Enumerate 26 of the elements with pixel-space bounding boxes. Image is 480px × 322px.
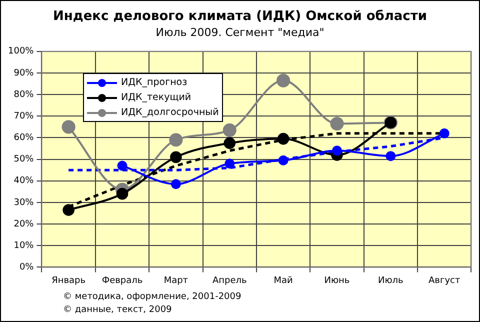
chart-subtitle: Июль 2009. Сегмент "медиа" [154,26,326,39]
x-tick-label: Февраль [102,276,143,286]
y-tick-label: 0% [19,262,34,273]
y-tick-label: 20% [14,219,34,230]
y-tick-label: 30% [14,198,34,208]
x-tick-label: Март [164,276,188,286]
x-tick-label: Июнь [324,276,350,286]
x-tick-label: Январь [52,276,86,286]
legend-label: ИДК_текущий [121,92,192,103]
x-tick-label: Июль [378,276,404,286]
x-tick-label: Август [428,276,460,286]
text: © методика, оформление, 2001-2009 [63,291,242,304]
x-tick-label: Май [274,276,294,286]
y-tick-label: 70% [14,111,34,122]
y-tick-label: 10% [14,240,34,251]
y-tick-label: 40% [14,176,34,186]
x-tick-label: Апрель [212,276,247,286]
text: © данные, текст, 2009 [63,304,173,317]
y-tick-label: 90% [14,68,34,78]
y-tick-label: 80% [14,90,34,100]
y-tick-label: 50% [14,154,34,165]
legend-label: ИДК_долгосрочный [121,107,219,118]
legend-label: ИДК_прогноз [121,77,188,88]
y-tick-label: 60% [14,133,34,144]
y-tick-label: 100% [8,46,34,57]
chart-title: Индекс делового климата (ИДК) Омской области [52,9,428,24]
